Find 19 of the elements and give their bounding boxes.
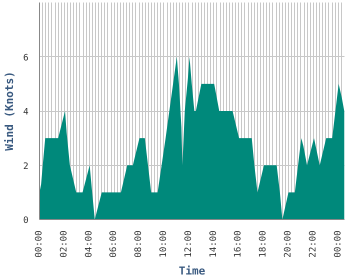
x-tick-label: 02:00 [59, 230, 70, 258]
x-tick-label: 08:00 [134, 230, 144, 258]
x-tick-label: 14:00 [208, 230, 219, 258]
x-tick-label: 12:00 [184, 230, 194, 258]
x-tick-label: 04:00 [84, 230, 94, 258]
y-tick-label: 0 [23, 216, 29, 226]
x-tick-label: 06:00 [109, 230, 120, 258]
y-axis-title: Wind (Knots) [3, 71, 16, 151]
x-tick-label: 10:00 [158, 230, 169, 258]
x-tick-label: 22:00 [308, 230, 318, 258]
x-tick-label: 20:00 [283, 230, 294, 258]
x-tick-label: 18:00 [258, 230, 269, 258]
x-tick-label: 16:00 [234, 230, 244, 258]
x-tick-label: 00:00 [333, 230, 344, 258]
y-tick-label: 6 [23, 53, 29, 64]
x-tick-label: 00:00 [34, 230, 44, 258]
x-axis-title: Time [178, 264, 206, 278]
y-tick-label: 4 [23, 108, 29, 118]
y-tick-label: 2 [23, 162, 29, 172]
